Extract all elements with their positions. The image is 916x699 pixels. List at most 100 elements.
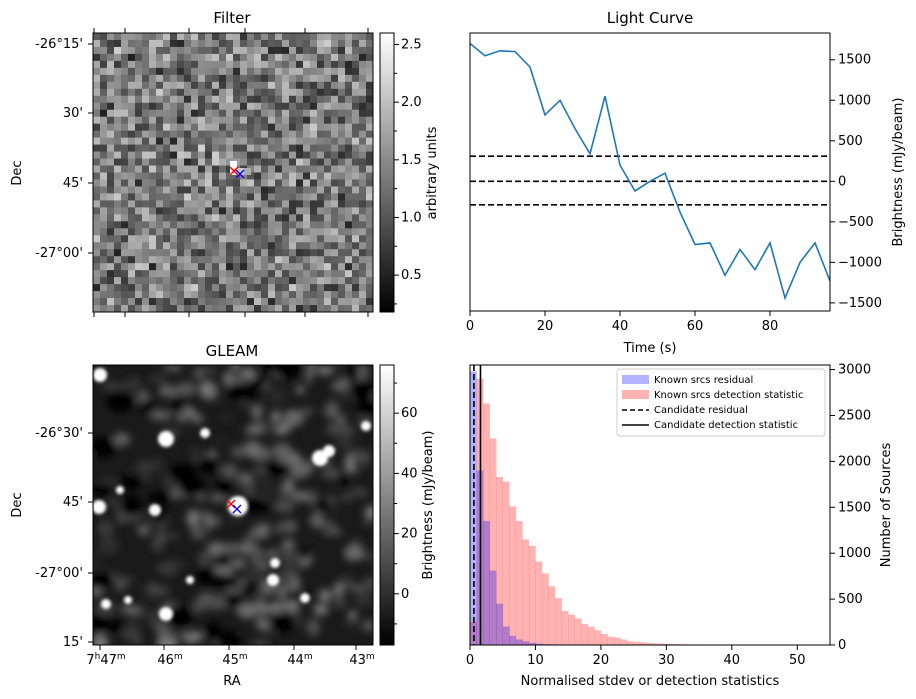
gleam-background-hole	[93, 483, 112, 496]
filter-pixel	[268, 179, 276, 187]
filter-pixel	[338, 214, 346, 222]
filter-pixel	[121, 74, 129, 83]
filter-pixel	[317, 235, 325, 243]
filter-pixel	[100, 95, 108, 104]
filter-pixel	[121, 67, 129, 76]
filter-pixel	[296, 137, 304, 146]
filter-pixel	[289, 235, 297, 243]
filter-pixel	[275, 123, 283, 132]
filter-pixel	[219, 242, 227, 250]
filter-pixel	[289, 88, 297, 97]
filter-pixel	[212, 137, 220, 146]
filter-pixel	[114, 74, 122, 83]
filter-pixel	[121, 249, 129, 257]
filter-pixel	[254, 144, 262, 153]
filter-pixel	[233, 74, 241, 83]
gleam-background-blob	[318, 589, 332, 603]
filter-pixel	[289, 256, 297, 264]
filter-pixel	[352, 67, 360, 76]
filter-pixel	[93, 165, 101, 173]
gleam-marker-red	[226, 499, 236, 509]
filter-pixel	[261, 88, 269, 97]
filter-pixel	[135, 144, 143, 153]
filter-pixel	[212, 179, 220, 187]
filter-pixel	[205, 221, 213, 229]
filter-pixel	[268, 186, 276, 194]
filter-pixel	[275, 81, 283, 90]
filter-pixel	[331, 270, 339, 278]
filter-pixel	[149, 277, 157, 285]
filter-pixel	[254, 39, 262, 48]
filter-pixel	[128, 298, 136, 306]
filter-pixel	[275, 291, 283, 299]
filter-pixel	[366, 277, 374, 285]
filter-pixel	[233, 172, 241, 180]
gleam-background-blob	[99, 536, 120, 555]
filter-pixel	[338, 151, 346, 160]
filter-pixel	[366, 33, 374, 41]
filter-pixel	[240, 228, 248, 236]
filter-pixel	[142, 214, 150, 222]
filter-pixel	[282, 305, 290, 313]
gleam-bright-source	[361, 421, 371, 431]
histogram-candidate-lines	[473, 365, 482, 645]
filter-pixel	[121, 242, 129, 250]
filter-pixel	[317, 39, 325, 48]
filter-pixel	[352, 305, 360, 313]
gleam-background-blob	[244, 533, 257, 541]
filter-pixel	[282, 109, 290, 118]
filter-pixel	[114, 284, 122, 292]
filter-pixel	[163, 207, 171, 215]
filter-pixel	[212, 81, 220, 90]
histogram-ytick-label: 500	[838, 592, 863, 607]
filter-pixel	[107, 39, 115, 48]
filter-pixel	[170, 291, 178, 299]
filter-pixel	[324, 165, 332, 173]
filter-pixel	[114, 263, 122, 271]
filter-pixel	[254, 228, 262, 236]
filter-pixel	[114, 53, 122, 62]
filter-pixel	[352, 298, 360, 306]
filter-pixel	[170, 67, 178, 76]
lightcurve-ytick-label: 0	[838, 174, 846, 189]
filter-pixel	[324, 200, 332, 208]
filter-pixel	[324, 151, 332, 160]
histogram-bar	[489, 438, 497, 645]
filter-pixel	[296, 256, 304, 264]
filter-pixel	[121, 33, 129, 41]
filter-pixel	[128, 81, 136, 90]
filter-pixel	[149, 165, 157, 173]
filter-pixel	[226, 158, 234, 167]
filter-pixel	[212, 186, 220, 194]
histogram-bar	[528, 545, 536, 645]
filter-pixel	[275, 109, 283, 118]
filter-pixel	[100, 144, 108, 153]
filter-pixel	[128, 109, 136, 118]
filter-pixel	[191, 284, 199, 292]
gleam-background-blob	[239, 367, 257, 381]
filter-pixel	[121, 179, 129, 187]
filter-pixel	[296, 53, 304, 62]
gleam-background-blob	[283, 477, 295, 494]
filter-pixel	[114, 228, 122, 236]
filter-pixel	[219, 53, 227, 62]
filter-pixel	[170, 270, 178, 278]
filter-pixel	[93, 60, 101, 69]
filter-pixel	[359, 137, 367, 146]
filter-pixel	[191, 193, 199, 201]
filter-source-pixel	[244, 168, 251, 175]
histogram-xtick-label: 30	[658, 653, 675, 668]
gleam-background-blob	[120, 623, 141, 642]
filter-pixel	[205, 109, 213, 118]
filter-pixel	[275, 221, 283, 229]
filter-pixel	[135, 74, 143, 83]
filter-pixel	[107, 228, 115, 236]
filter-pixel	[338, 130, 346, 139]
filter-pixel	[212, 207, 220, 215]
filter-pixel	[100, 228, 108, 236]
filter-pixel	[135, 214, 143, 222]
filter-pixel	[233, 81, 241, 90]
gleam-background-blob	[343, 544, 365, 561]
filter-pixel	[317, 249, 325, 257]
filter-pixel	[135, 60, 143, 69]
